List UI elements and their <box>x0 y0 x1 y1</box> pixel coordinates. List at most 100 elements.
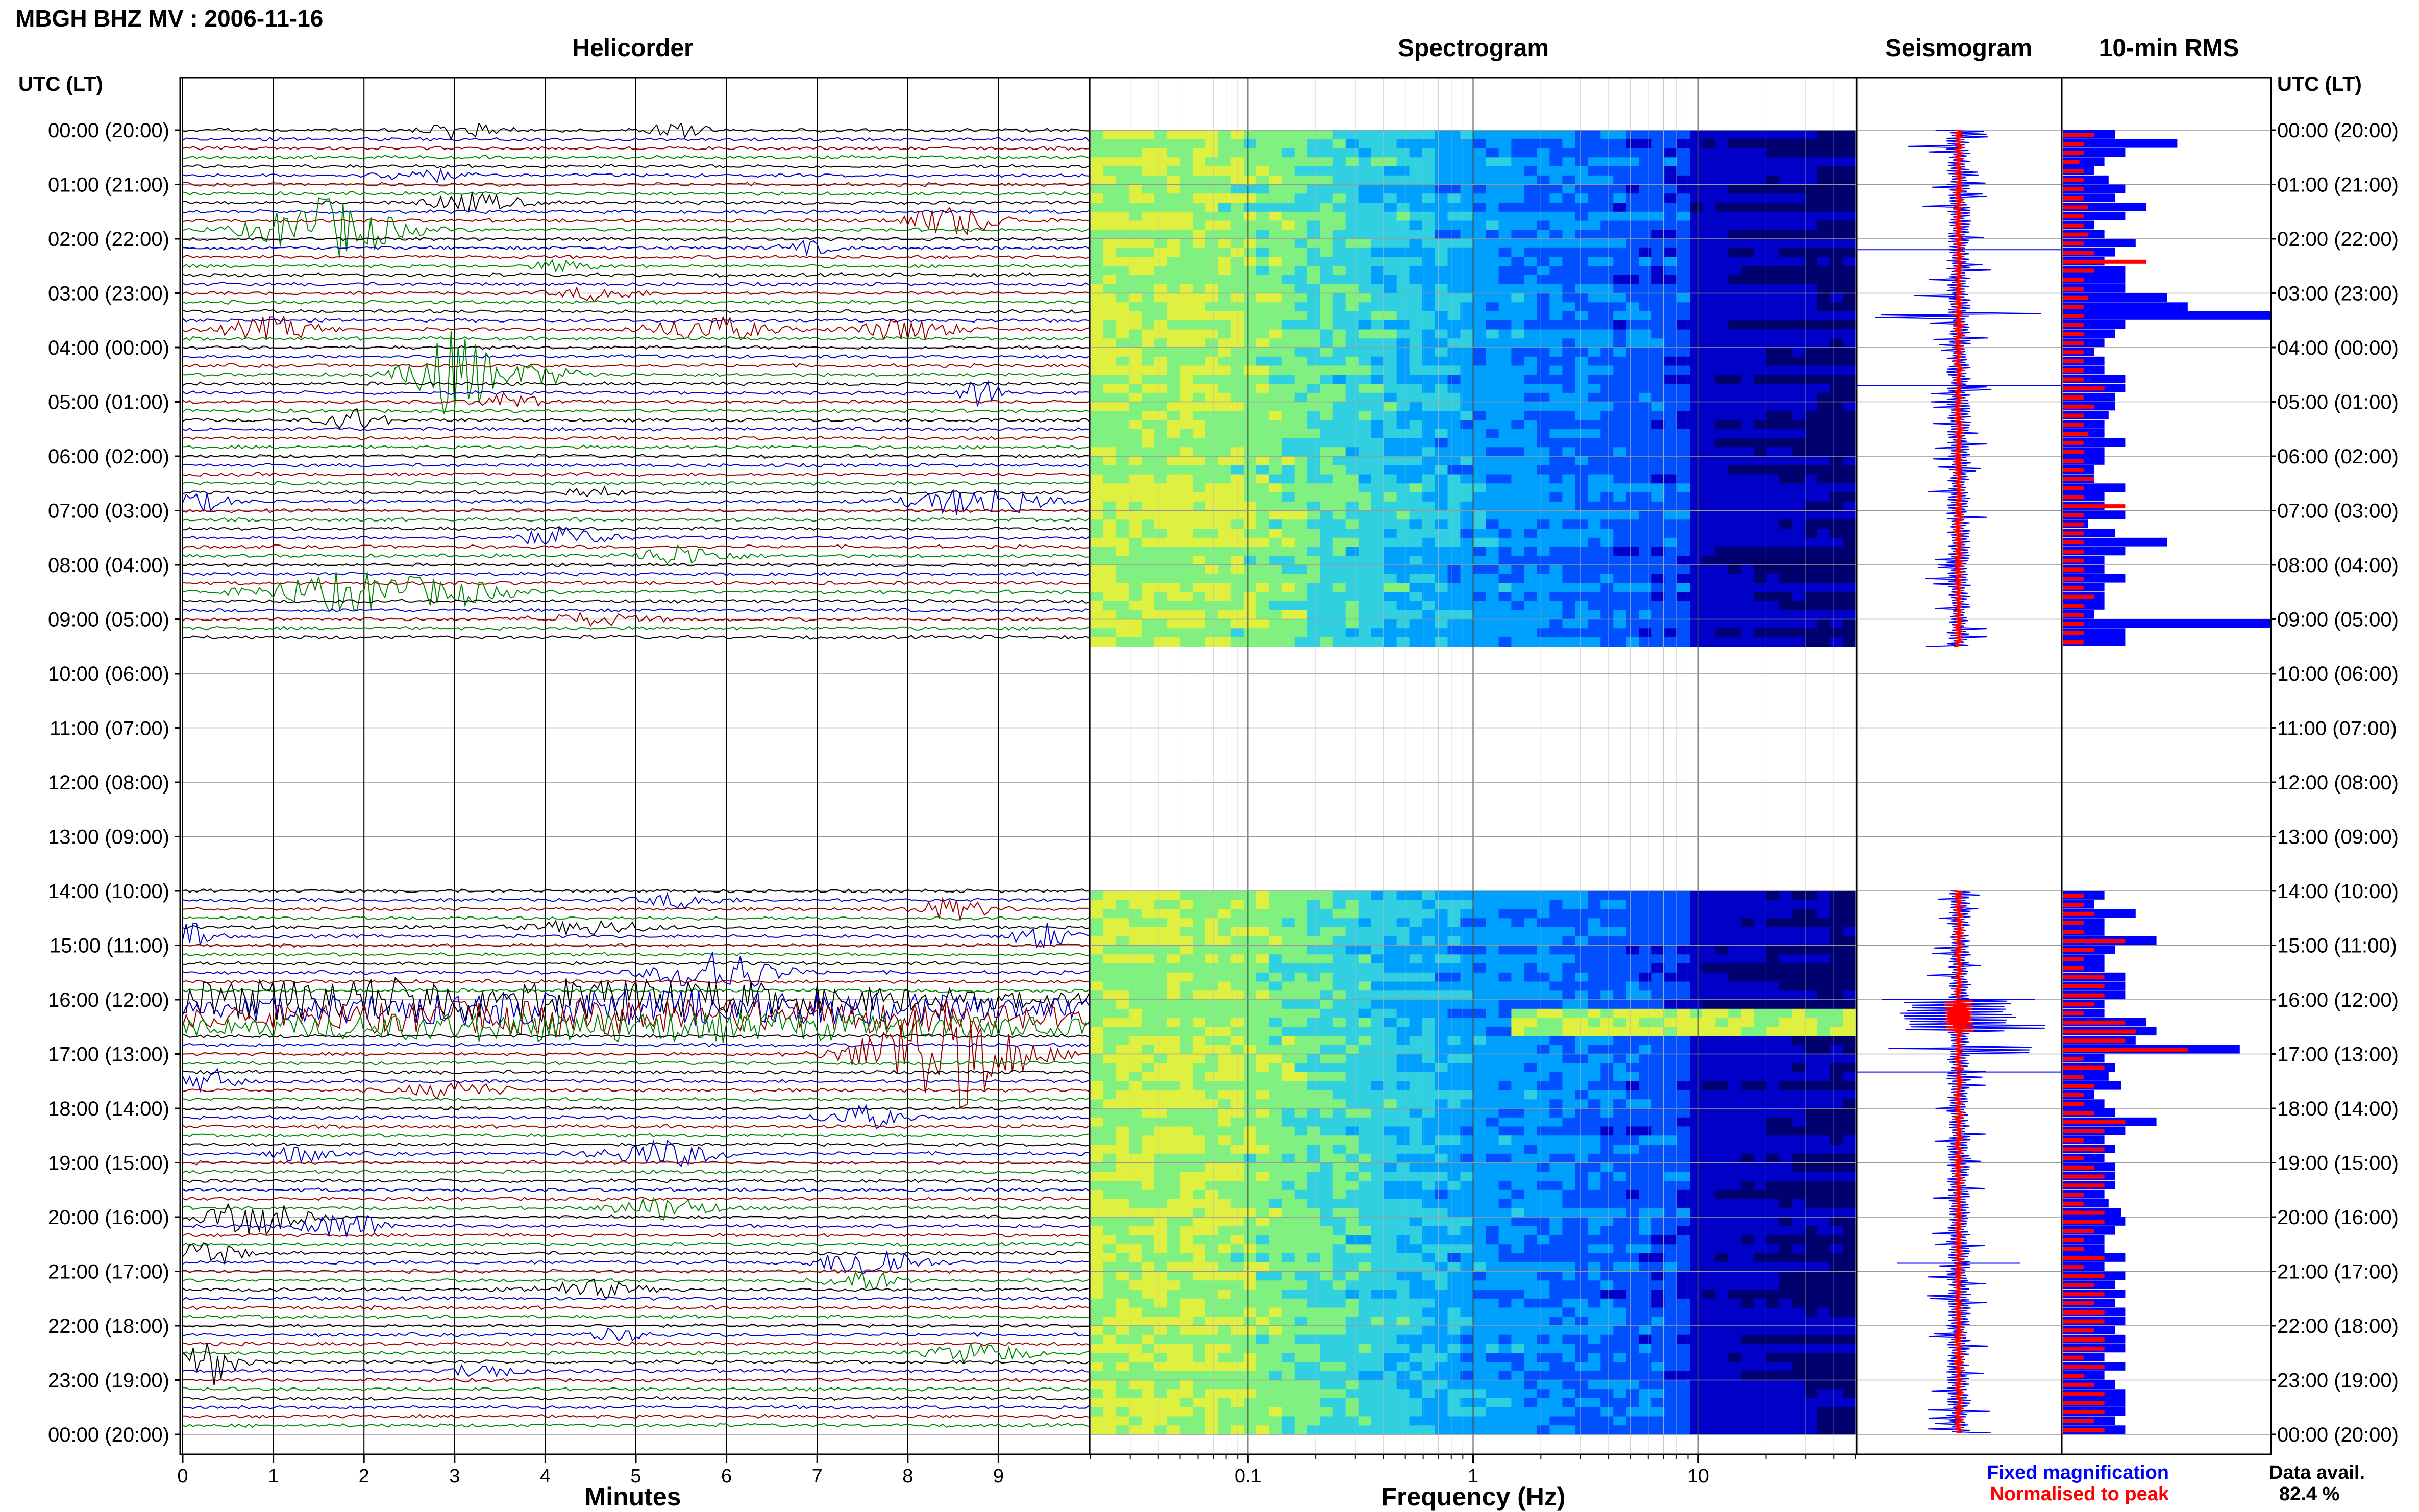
spectrogram-cell <box>1422 1036 1436 1046</box>
spectrogram-cell <box>1167 628 1180 638</box>
spectrogram-cell <box>1664 1054 1677 1063</box>
spectrogram-cell <box>1294 945 1308 955</box>
spectrogram-cell <box>1498 284 1512 294</box>
spectrogram-cell <box>1613 519 1626 529</box>
spectrogram-cell <box>1498 420 1512 430</box>
spectrogram-cell <box>1384 556 1397 565</box>
spectrogram-cell <box>1460 429 1474 439</box>
spectrogram-cell <box>1396 447 1410 457</box>
spectrogram-cell <box>1192 429 1206 439</box>
spectrogram-cell <box>1230 365 1244 375</box>
spectrogram-cell <box>1805 1045 1818 1055</box>
spectrogram-cell <box>1320 166 1334 176</box>
spectrogram-cell <box>1817 203 1831 212</box>
spectrogram-cell <box>1575 510 1588 520</box>
spectrogram-cell <box>1588 628 1601 638</box>
spectrogram-cell <box>1843 302 1856 312</box>
spectrogram-cell <box>1651 510 1665 520</box>
spectrogram-cell <box>1409 1063 1423 1073</box>
spectrogram-cell <box>1294 193 1308 203</box>
spectrogram-cell <box>1651 1081 1665 1091</box>
spectrogram-cell <box>1805 963 1818 973</box>
spectrogram-cell <box>1103 384 1117 393</box>
spectrogram-cell <box>1728 311 1741 321</box>
spectrogram-cell <box>1690 918 1703 928</box>
spectrogram-cell <box>1830 302 1843 312</box>
spectrogram-cell <box>1715 1018 1729 1027</box>
spectrogram-cell <box>1715 537 1729 548</box>
spectrogram-cell <box>1320 402 1334 411</box>
spectrogram-cell <box>1435 1117 1448 1127</box>
spectrogram-cell <box>1230 900 1244 910</box>
spectrogram-cell <box>1537 447 1550 457</box>
spectrogram-cell <box>1371 402 1385 411</box>
spectrogram-cell <box>1843 1108 1856 1118</box>
spectrogram-cell <box>1613 1027 1626 1036</box>
spectrogram-cell <box>1447 429 1461 439</box>
spectrogram-cell <box>1588 1036 1601 1046</box>
spectrogram-cell <box>1141 193 1155 203</box>
spectrogram-cell <box>1320 175 1334 185</box>
spectrogram-cell <box>1460 266 1474 276</box>
spectrogram-cell <box>1651 365 1665 375</box>
spectrogram-cell <box>1677 193 1690 203</box>
spectrogram-cell <box>1524 972 1537 982</box>
spectrogram-cell <box>1779 411 1792 420</box>
spectrogram-cell <box>1715 619 1729 629</box>
spectrogram-cell <box>1294 900 1308 910</box>
spectrogram-cell <box>1639 1117 1652 1127</box>
spectrogram-cell <box>1332 203 1346 212</box>
spectrogram-cell <box>1562 420 1575 430</box>
spectrogram-cell <box>1830 1045 1843 1055</box>
spectrogram-cell <box>1409 501 1423 511</box>
spectrogram-cell <box>1702 936 1716 946</box>
spectrogram-cell <box>1498 1072 1512 1082</box>
spectrogram-cell <box>1779 356 1792 366</box>
spectrogram-cell <box>1128 501 1142 511</box>
spectrogram-cell <box>1345 510 1359 520</box>
spectrogram-cell <box>1805 184 1818 194</box>
spectrogram-cell <box>1230 601 1244 611</box>
spectrogram-cell <box>1345 157 1359 167</box>
spectrogram-cell <box>1435 338 1448 348</box>
spectrogram-cell <box>1167 284 1180 294</box>
spectrogram-cell <box>1345 375 1359 384</box>
spectrogram-cell <box>1664 375 1677 384</box>
spectrogram-cell <box>1741 592 1754 602</box>
spectrogram-cell <box>1562 909 1575 919</box>
spectrogram-cell <box>1702 556 1716 565</box>
spectrogram-cell <box>1167 420 1180 430</box>
spectrogram-cell <box>1154 556 1168 565</box>
spectrogram-cell <box>1537 257 1550 266</box>
spectrogram-cell <box>1256 601 1270 611</box>
spectrogram-cell <box>1141 1008 1155 1019</box>
spectrogram-cell <box>1167 275 1180 285</box>
spectrogram-cell <box>1218 492 1231 502</box>
spectrogram-cell <box>1562 1045 1575 1055</box>
spectrogram-cell <box>1345 293 1359 303</box>
spectrogram-cell <box>1103 320 1117 330</box>
spectrogram-cell <box>1307 529 1321 538</box>
spectrogram-cell <box>1218 211 1231 221</box>
spectrogram-cell <box>1702 193 1716 203</box>
spectrogram-cell <box>1843 166 1856 176</box>
spectrogram-cell <box>1447 311 1461 321</box>
spectrogram-cell <box>1358 320 1372 330</box>
spectrogram-cell <box>1830 945 1843 955</box>
spectrogram-cell <box>1588 556 1601 565</box>
spectrogram-cell <box>1294 1027 1308 1036</box>
spectrogram-cell <box>1460 348 1474 357</box>
spectrogram-cell <box>1766 990 1780 1000</box>
spectrogram-cell <box>1091 537 1104 548</box>
spectrogram-cell <box>1128 1090 1142 1100</box>
spectrogram-cell <box>1664 193 1677 203</box>
spectrogram-cell <box>1345 447 1359 457</box>
spectrogram-cell <box>1779 519 1792 529</box>
spectrogram-cell <box>1792 266 1805 276</box>
spectrogram-cell <box>1179 909 1193 919</box>
spectrogram-cell <box>1779 239 1792 249</box>
spectrogram-cell <box>1409 1072 1423 1082</box>
spectrogram-cell <box>1230 465 1244 475</box>
spectrogram-cell <box>1320 375 1334 384</box>
spectrogram-cell <box>1281 954 1295 964</box>
